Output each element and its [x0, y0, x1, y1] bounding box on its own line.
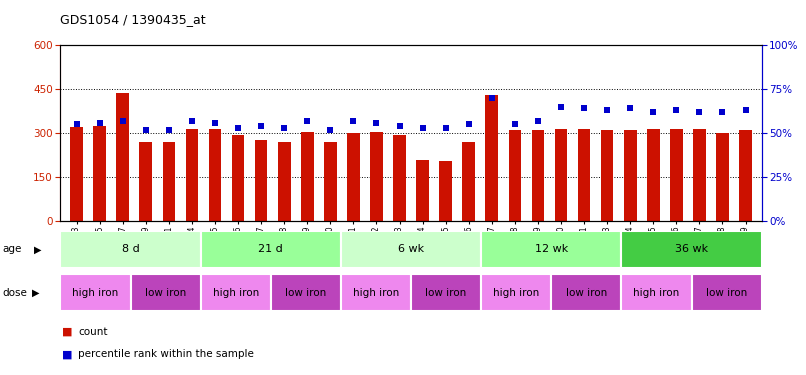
Bar — [370, 132, 383, 221]
Bar — [411, 274, 481, 311]
Bar — [532, 130, 544, 221]
Text: low iron: low iron — [706, 288, 747, 297]
Bar — [716, 133, 729, 221]
Text: age: age — [2, 244, 22, 254]
Bar — [416, 160, 429, 221]
Bar — [201, 231, 341, 268]
Text: percentile rank within the sample: percentile rank within the sample — [78, 350, 254, 359]
Bar — [341, 231, 481, 268]
Bar — [578, 129, 591, 221]
Bar — [324, 142, 337, 221]
Bar — [555, 129, 567, 221]
Bar — [647, 129, 659, 221]
Text: 6 wk: 6 wk — [398, 244, 424, 254]
Bar — [621, 274, 692, 311]
Bar — [163, 142, 175, 221]
Bar — [278, 142, 290, 221]
Bar — [70, 127, 83, 221]
Bar — [185, 129, 198, 221]
Bar — [481, 231, 621, 268]
Bar — [624, 130, 637, 221]
Bar — [481, 274, 551, 311]
Bar — [209, 129, 222, 221]
Bar — [60, 274, 131, 311]
Bar — [341, 274, 411, 311]
Bar — [93, 126, 106, 221]
Bar — [201, 274, 271, 311]
Bar — [255, 141, 268, 221]
Bar — [621, 231, 762, 268]
Bar — [551, 274, 621, 311]
Bar — [393, 135, 406, 221]
Bar — [139, 142, 152, 221]
Text: ▶: ▶ — [34, 244, 41, 254]
Text: high iron: high iron — [493, 288, 539, 297]
Bar — [301, 132, 314, 221]
Text: ■: ■ — [62, 350, 73, 359]
Bar — [693, 129, 706, 221]
Bar — [485, 95, 498, 221]
Bar — [739, 130, 752, 221]
Text: GDS1054 / 1390435_at: GDS1054 / 1390435_at — [60, 13, 206, 26]
Text: high iron: high iron — [353, 288, 399, 297]
Text: high iron: high iron — [634, 288, 679, 297]
Bar — [509, 130, 521, 221]
Text: low iron: low iron — [145, 288, 186, 297]
Bar — [131, 274, 201, 311]
Text: low iron: low iron — [426, 288, 467, 297]
Text: low iron: low iron — [285, 288, 326, 297]
Text: low iron: low iron — [566, 288, 607, 297]
Bar — [600, 130, 613, 221]
Text: 36 wk: 36 wk — [675, 244, 708, 254]
Bar — [271, 274, 341, 311]
Text: ■: ■ — [62, 327, 73, 337]
Bar — [463, 142, 475, 221]
Text: 8 d: 8 d — [122, 244, 139, 254]
Bar — [670, 129, 683, 221]
Text: high iron: high iron — [213, 288, 259, 297]
Text: 12 wk: 12 wk — [534, 244, 568, 254]
Text: ▶: ▶ — [32, 288, 39, 297]
Bar — [231, 135, 244, 221]
Bar — [692, 274, 762, 311]
Text: 21 d: 21 d — [259, 244, 283, 254]
Text: high iron: high iron — [73, 288, 118, 297]
Text: dose: dose — [2, 288, 27, 297]
Bar — [439, 161, 452, 221]
Bar — [116, 93, 129, 221]
Bar — [60, 231, 201, 268]
Bar — [347, 133, 359, 221]
Text: count: count — [78, 327, 108, 337]
